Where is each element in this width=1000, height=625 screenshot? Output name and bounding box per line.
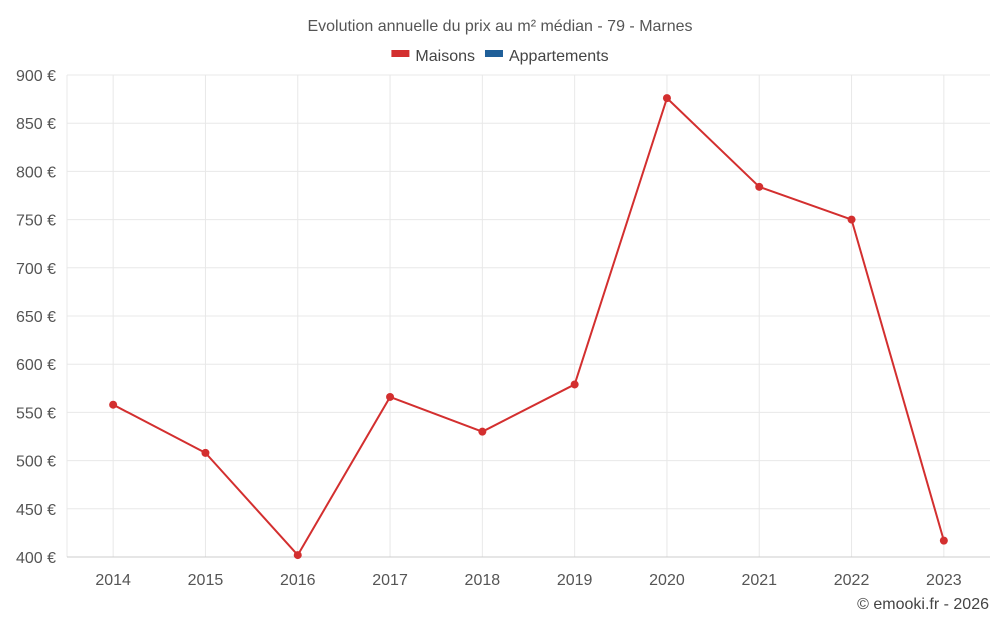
data-point[interactable] [201,448,210,457]
y-tick-label: 800 € [16,164,56,181]
series-layer [109,94,948,560]
credit-text: © emooki.fr - 2026 [857,596,989,613]
x-tick-label: 2021 [741,572,777,589]
y-tick-label: 500 € [16,454,56,471]
chart-title: Evolution annuelle du prix au m² médian … [307,18,692,35]
x-tick-label: 2019 [557,572,593,589]
x-axis: 2014 2015 2016 2017 2018 2019 2020 2021 2022 2023 [67,556,990,589]
x-tick-label: 2015 [188,572,224,589]
y-tick-label: 750 € [16,213,56,230]
legend-label-appartements[interactable]: Appartements [509,48,609,65]
x-tick-label: 2016 [280,572,316,589]
data-point[interactable] [478,427,487,436]
chart-legend: Maisons Appartements [391,48,609,65]
data-point[interactable] [293,551,302,560]
data-point[interactable] [755,182,764,191]
legend-label-maisons[interactable]: Maisons [415,48,475,65]
x-tick-label: 2017 [372,572,408,589]
y-tick-label: 450 € [16,502,56,519]
data-point[interactable] [109,400,118,409]
grid [66,74,990,558]
x-tick-label: 2023 [926,572,962,589]
data-point[interactable] [386,392,395,401]
y-tick-label: 400 € [16,550,56,567]
x-tick-label: 2014 [95,572,131,589]
x-tick-label: 2020 [649,572,685,589]
data-point[interactable] [662,94,671,103]
data-point[interactable] [570,380,579,389]
data-point[interactable] [939,536,948,545]
y-tick-label: 850 € [16,116,56,133]
data-point[interactable] [847,215,856,224]
y-tick-label: 600 € [16,357,56,374]
y-axis: 400 € 450 € 500 € 550 € 600 € 650 € 700 € 750 €… [16,68,56,567]
x-tick-label: 2022 [834,572,870,589]
y-tick-label: 550 € [16,405,56,422]
legend-swatch-maisons[interactable] [391,50,410,57]
series-line-maisons [112,97,945,557]
x-tick-label: 2018 [465,572,501,589]
legend-swatch-appartements[interactable] [484,50,503,57]
y-tick-label: 700 € [16,261,56,278]
y-tick-label: 900 € [16,68,56,85]
y-tick-label: 650 € [16,309,56,326]
